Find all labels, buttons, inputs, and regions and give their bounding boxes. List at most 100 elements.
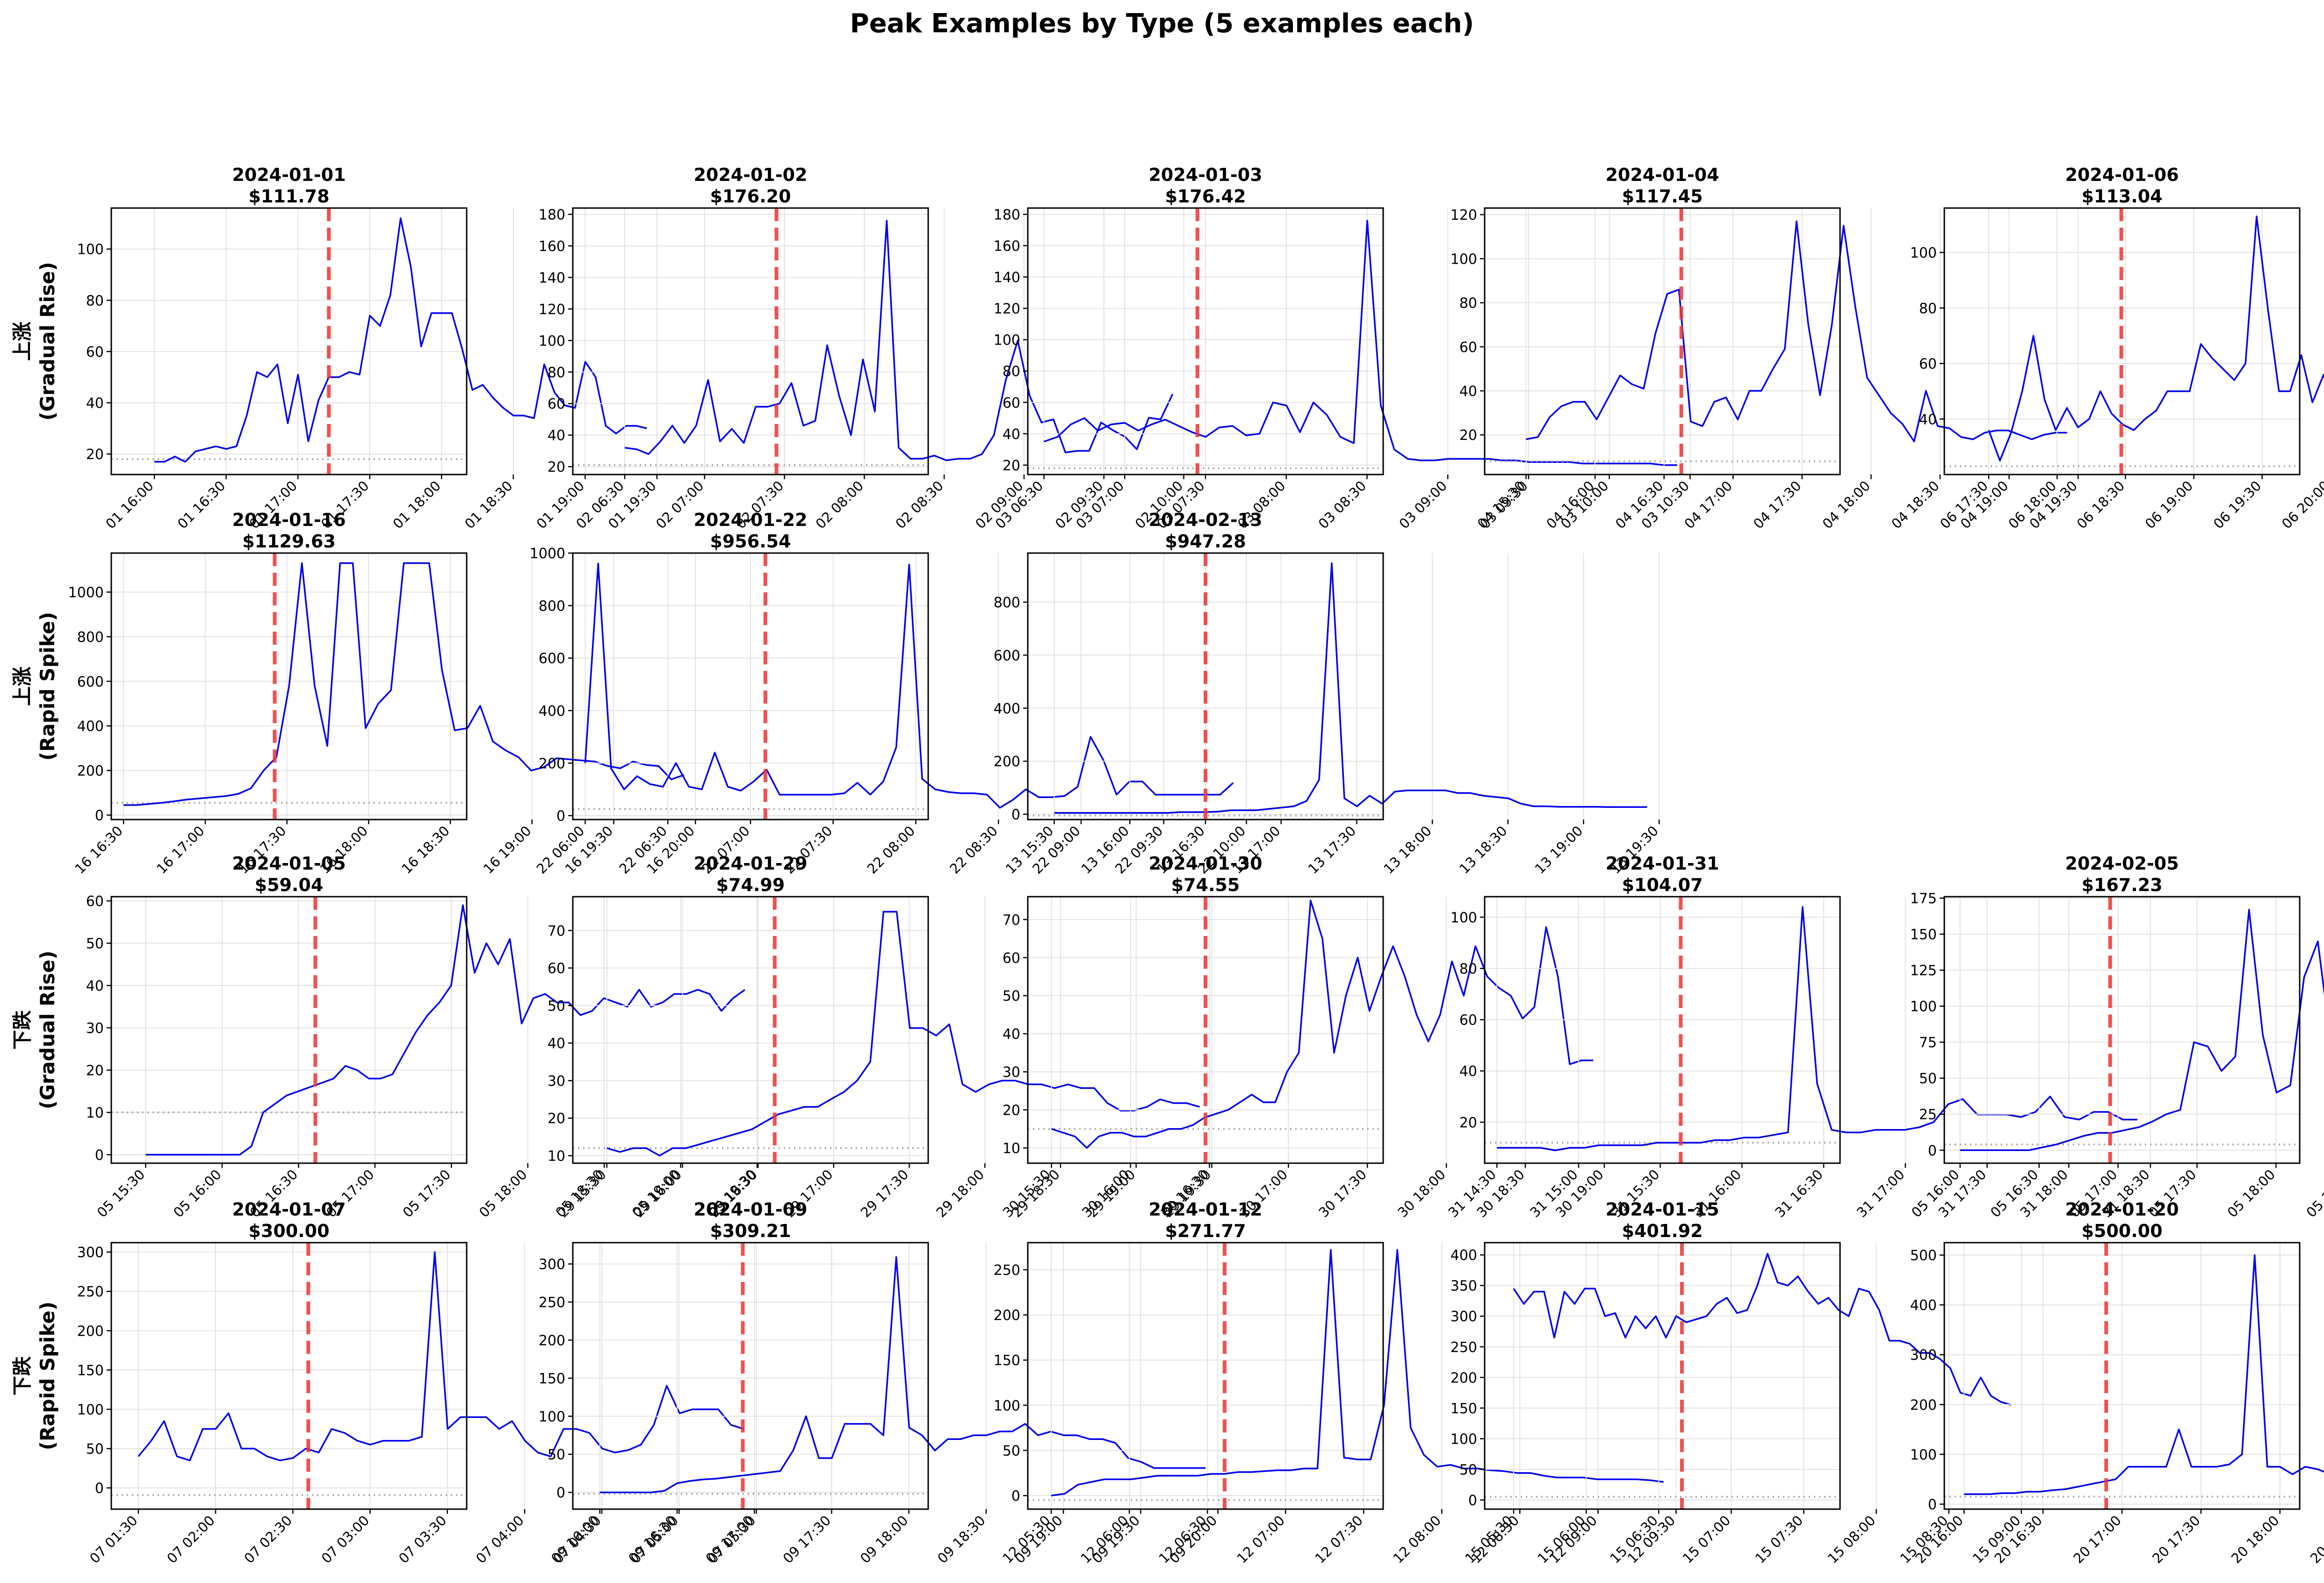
y-tick-label: 50 <box>1003 1443 1020 1459</box>
subplot-title-price: $111.78 <box>248 186 329 207</box>
x-tick-label: 07 03:00 <box>318 1512 373 1567</box>
y-tick-label: 1000 <box>530 546 565 562</box>
y-tick-label: 10 <box>548 1148 565 1165</box>
y-tick-label: 500 <box>1910 1248 1937 1264</box>
price-line <box>1526 220 2067 443</box>
x-tick-label: 12 07:30 <box>1312 1512 1366 1567</box>
subplot-title-date: 2024-01-06 <box>2065 165 2179 185</box>
row-label-3: 下跌 (Rapid Spike) <box>11 1302 59 1450</box>
y-tick-label: 400 <box>1451 1247 1477 1264</box>
y-tick-label: 125 <box>1910 963 1937 979</box>
plot-frame <box>1027 1242 1384 1510</box>
y-tick-label: 60 <box>548 961 565 977</box>
row-label-direction: 下跌 <box>11 1356 34 1396</box>
x-tick-label: 31 16:30 <box>1772 1166 1826 1221</box>
x-tick-label: 09 18:00 <box>857 1512 911 1567</box>
y-tick-label: 180 <box>994 207 1020 223</box>
plot-frame <box>110 896 468 1164</box>
row-label-direction: 上涨 <box>11 667 34 706</box>
subplot-title-price: $176.42 <box>1165 186 1246 207</box>
y-tick-label: 150 <box>1451 1401 1477 1417</box>
y-tick-label: 300 <box>539 1257 565 1273</box>
subplot-title-date: 2024-01-05 <box>232 853 346 874</box>
y-tick-label: 100 <box>1910 245 1937 261</box>
y-tick-label: 100 <box>77 1402 104 1418</box>
subplot-title-price: $104.07 <box>1622 875 1703 895</box>
y-tick-label: 60 <box>1003 395 1020 411</box>
y-tick-label: 100 <box>1451 910 1477 926</box>
x-tick-label: 01 18:00 <box>390 478 444 532</box>
y-tick-label: 100 <box>539 1409 565 1425</box>
y-tick-label: 100 <box>1910 999 1937 1015</box>
y-tick-label: 80 <box>1919 301 1937 317</box>
x-tick-label: 04 17:00 <box>1681 478 1735 532</box>
subplot-title-date: 2024-01-09 <box>693 1199 807 1220</box>
y-tick-label: 50 <box>86 1441 104 1458</box>
x-tick-label: 04 15:30 <box>1474 478 1529 532</box>
y-tick-label: 0 <box>95 1481 104 1497</box>
subplot-title-date: 2024-01-04 <box>1605 165 1719 185</box>
y-tick-label: 10 <box>1003 1140 1020 1157</box>
y-tick-label: 30 <box>548 1073 565 1089</box>
x-tick-label: 01 18:30 <box>462 478 516 532</box>
x-tick-label: 16 19:00 <box>480 823 534 877</box>
y-tick-label: 50 <box>86 936 104 952</box>
plot-frame <box>1943 896 2301 1164</box>
subplot-title-date: 2024-01-16 <box>232 510 346 530</box>
y-tick-label: 20 <box>548 459 565 475</box>
x-tick-label: 15 08:00 <box>1825 1512 1879 1567</box>
y-tick-label: 160 <box>539 238 565 255</box>
y-tick-label: 800 <box>994 595 1020 611</box>
x-tick-label: 13 18:00 <box>1380 823 1435 877</box>
y-tick-label: 100 <box>1451 1431 1477 1447</box>
y-tick-label: 150 <box>77 1362 104 1379</box>
x-tick-label: 29 18:00 <box>933 1166 987 1221</box>
price-line <box>584 562 1234 809</box>
y-tick-label: 0 <box>1928 1497 1937 1513</box>
y-tick-label: 200 <box>994 1308 1020 1324</box>
subplot-title-date: 2024-01-02 <box>693 165 807 185</box>
x-tick-label: 03 08:30 <box>1315 478 1370 532</box>
subplot-title-price: $271.77 <box>1165 1221 1246 1241</box>
row-label-type: (Gradual Rise) <box>36 950 59 1109</box>
x-tick-label: 16 18:30 <box>398 823 453 877</box>
price-line <box>1497 906 2137 1151</box>
y-tick-label: 50 <box>548 1447 565 1463</box>
x-tick-label: 20 17:00 <box>2070 1512 2124 1567</box>
y-tick-label: 20 <box>548 1111 565 1127</box>
price-line <box>624 220 1174 461</box>
x-tick-label: 12 08:00 <box>1390 1512 1444 1567</box>
y-tick-label: 60 <box>1919 356 1937 373</box>
subplot-title-date: 2024-02-13 <box>1148 510 1262 530</box>
subplot-title-price: $74.99 <box>716 875 785 895</box>
y-tick-label: 100 <box>994 332 1020 349</box>
x-tick-label: 09 16:30 <box>625 1512 679 1567</box>
y-tick-label: 200 <box>994 754 1020 770</box>
row-label-direction: 下跌 <box>11 1010 34 1050</box>
y-tick-label: 0 <box>95 1147 104 1164</box>
x-tick-label: 30 17:30 <box>1315 1166 1370 1221</box>
figure-suptitle: Peak Examples by Type (5 examples each) <box>850 8 1474 39</box>
x-tick-label: 06 19:30 <box>2210 478 2265 532</box>
y-tick-label: 50 <box>1459 1462 1477 1478</box>
y-tick-label: 80 <box>1459 295 1477 312</box>
subplot-title-price: $59.04 <box>255 875 324 895</box>
plot-frame <box>1484 207 1841 475</box>
y-tick-label: 800 <box>539 598 565 614</box>
y-tick-label: 1000 <box>68 584 104 601</box>
x-tick-label: 05 17:30 <box>400 1166 454 1221</box>
y-tick-label: 100 <box>1910 1447 1937 1463</box>
y-tick-label: 30 <box>1003 1065 1020 1081</box>
y-tick-label: 200 <box>1910 1397 1937 1413</box>
x-tick-label: 29 15:30 <box>555 1166 609 1221</box>
y-tick-label: 400 <box>77 719 104 735</box>
x-tick-label: 07 03:30 <box>396 1512 450 1567</box>
subplot-title-date: 2024-01-29 <box>693 853 807 874</box>
